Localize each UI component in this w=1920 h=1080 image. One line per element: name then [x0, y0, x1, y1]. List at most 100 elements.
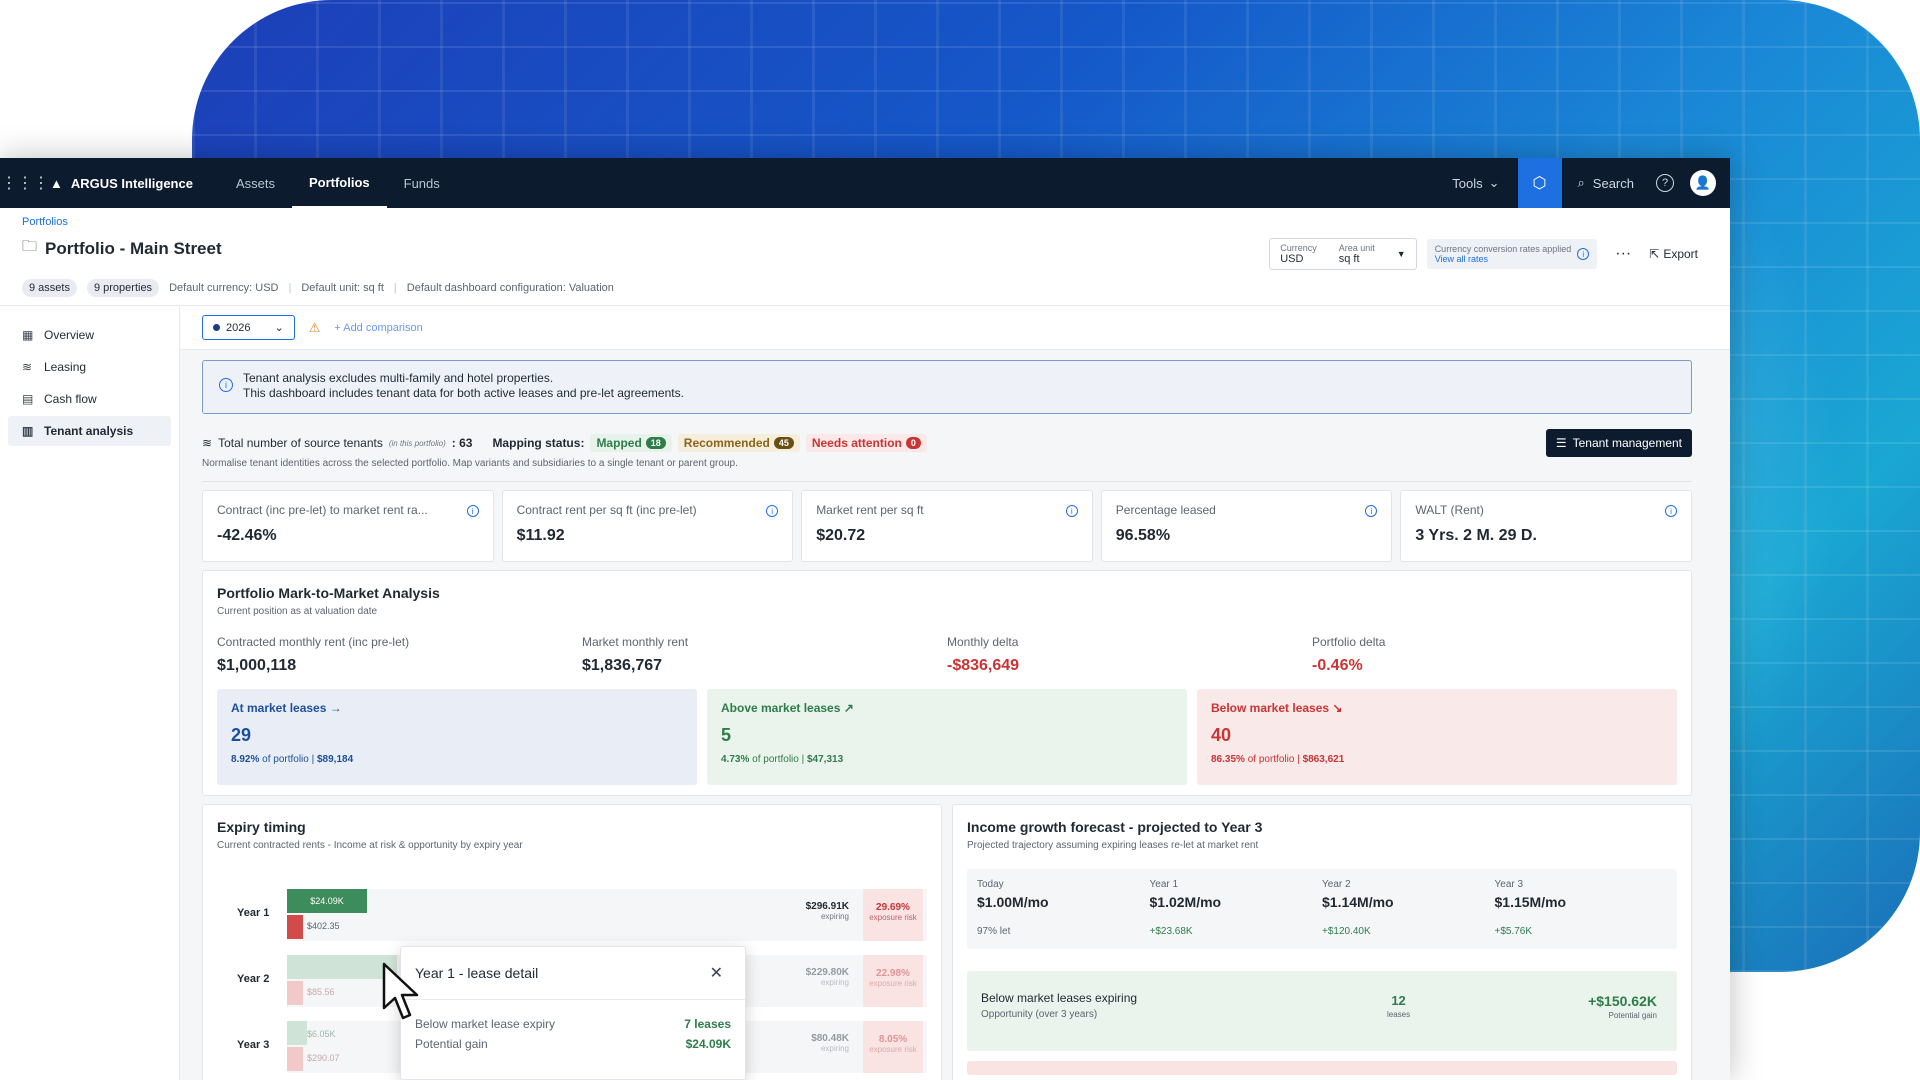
- export-button[interactable]: ⇱ Export: [1649, 247, 1698, 261]
- lease-boxes: At market leases → 29 8.92% of portfolio…: [217, 689, 1677, 785]
- below-market-box[interactable]: Below market leases ↘ 40 86.35% of portf…: [1197, 689, 1677, 785]
- loss-label: $290.07: [307, 1053, 340, 1063]
- box-count: 40: [1211, 725, 1232, 745]
- needs-attention-badge[interactable]: Needs attention 0: [805, 434, 927, 452]
- breadcrumb[interactable]: Portfolios: [22, 216, 68, 228]
- year-select[interactable]: 2026 ⌄: [202, 315, 295, 340]
- popup-row-value: 7 leases: [684, 1017, 731, 1031]
- info-icon[interactable]: i: [766, 505, 779, 517]
- stat-label: Market monthly rent: [582, 635, 689, 649]
- stack-icon: ≋: [202, 436, 213, 450]
- stat-value: $1,836,767: [582, 657, 663, 674]
- caret-down-icon: ▼: [1396, 249, 1406, 259]
- layers-icon: ≋: [22, 360, 33, 374]
- mtm-stat: Contracted monthly rent (inc pre-let) $1,…: [217, 635, 582, 675]
- table-icon: ▥: [22, 424, 34, 438]
- warning-icon[interactable]: ⚠: [308, 319, 321, 335]
- meta-row: 9 assets 9 properties Default currency: …: [22, 279, 1708, 297]
- above-market-box[interactable]: Above market leases ↗ 5 4.73% of portfol…: [707, 689, 1187, 785]
- risk-value: 8.05%: [878, 1034, 908, 1045]
- nav-funds[interactable]: Funds: [403, 175, 440, 191]
- sidebar-item-tenant-analysis[interactable]: ▥ Tenant analysis: [8, 416, 171, 446]
- opportunity-leases: 12 leases: [1387, 993, 1410, 1019]
- box-footer: 8.92% of portfolio | $89,184: [231, 754, 683, 765]
- area-label: Area unit: [1338, 243, 1375, 253]
- stat-label: Portfolio delta: [1312, 635, 1386, 649]
- card-title: Expiry timing: [217, 819, 306, 835]
- brand-name: ARGUS Intelligence: [70, 175, 193, 191]
- popup-row-value: $24.09K: [685, 1037, 731, 1051]
- kpi-value: -42.46%: [217, 527, 277, 544]
- header-actions: Currency USD Area unit sq ft ▼ Currency …: [1269, 238, 1698, 270]
- add-comparison-button[interactable]: + Add comparison: [334, 321, 423, 334]
- tools-label: Tools: [1452, 175, 1483, 191]
- currency-unit-selector[interactable]: Currency USD Area unit sq ft ▼: [1269, 238, 1417, 270]
- gain-bar: $24.09K: [287, 889, 367, 913]
- year-value: 2026: [226, 321, 251, 334]
- recommended-badge[interactable]: Recommended 45: [677, 434, 800, 452]
- avatar[interactable]: 👤: [1690, 170, 1716, 196]
- conversion-rates: Currency conversion rates applied View a…: [1426, 239, 1598, 269]
- box-amount: $863,621: [1302, 754, 1345, 765]
- lease-detail-popup: Year 1 - lease detail ✕ Below market lea…: [400, 946, 746, 1080]
- assets-pill[interactable]: 9 assets: [22, 279, 77, 297]
- tools-menu[interactable]: Tools ⌄: [1434, 175, 1517, 191]
- more-options-icon[interactable]: ···: [1615, 245, 1632, 262]
- card-title: Portfolio Mark-to-Market Analysis: [217, 585, 440, 601]
- exposure-risk: 22.98% exposure risk: [863, 955, 923, 1007]
- mapped-label: Mapped: [596, 436, 642, 450]
- box-footer: 4.73% of portfolio | $47,313: [721, 754, 1173, 765]
- expiring-label: expiring: [820, 912, 849, 921]
- info-icon: i: [219, 378, 233, 392]
- forecast-year-2: Year 2 $1.14M/mo +$120.40K: [1322, 879, 1495, 939]
- sidebar-item-cash-flow[interactable]: ▤ Cash flow: [8, 384, 171, 414]
- recommended-count: 45: [773, 437, 794, 449]
- popup-divider: [401, 999, 745, 1000]
- view-rates-link[interactable]: View all rates: [1434, 254, 1489, 264]
- kpi-value: $20.72: [816, 527, 866, 544]
- info-icon[interactable]: i: [466, 505, 479, 517]
- box-of: of portfolio |: [262, 754, 315, 765]
- mtm-stat: Portfolio delta -0.46%: [1312, 635, 1677, 675]
- help-icon[interactable]: ?: [1656, 174, 1674, 192]
- app-grid-icon[interactable]: ⋮⋮⋮: [1, 175, 49, 192]
- at-market-box[interactable]: At market leases → 29 8.92% of portfolio…: [217, 689, 697, 785]
- expiring-value: $296.91K: [805, 901, 849, 912]
- tenant-count-label: Total number of source tenants: [218, 436, 383, 450]
- expiring-value: $229.80K: [805, 967, 849, 978]
- mark-to-market-card: Portfolio Mark-to-Market Analysis Curren…: [202, 570, 1692, 796]
- kpi-value: 96.58%: [1115, 527, 1171, 544]
- close-icon[interactable]: ✕: [709, 965, 723, 982]
- forecast-value: $1.02M/mo: [1149, 894, 1222, 910]
- stat-value: -0.46%: [1312, 657, 1363, 674]
- nav-assets[interactable]: Assets: [235, 175, 275, 191]
- info-icon[interactable]: i: [1664, 505, 1677, 517]
- expiring-amount: $229.80K expiring: [777, 967, 849, 987]
- box-pct: 4.73%: [721, 754, 750, 765]
- properties-pill[interactable]: 9 properties: [86, 279, 160, 297]
- nav-portfolios[interactable]: Portfolios: [291, 158, 387, 208]
- tenant-management-button[interactable]: ☰ Tenant management: [1545, 429, 1692, 457]
- box-amount: $89,184: [317, 754, 354, 765]
- opportunity-box[interactable]: Below market leases expiring Opportunity…: [967, 971, 1677, 1051]
- area-value: sq ft: [1338, 253, 1360, 265]
- info-icon[interactable]: i: [1577, 248, 1590, 260]
- info-icon[interactable]: i: [1065, 505, 1078, 517]
- sidebar-item-label: Leasing: [44, 360, 87, 374]
- info-icon[interactable]: i: [1365, 505, 1378, 517]
- forecast-value: $1.14M/mo: [1322, 894, 1394, 910]
- sidebar-item-overview[interactable]: ▦ Overview: [8, 320, 171, 350]
- mtm-stats: Contracted monthly rent (inc pre-let) $1,…: [217, 635, 1677, 675]
- brand[interactable]: ▲ ARGUS Intelligence: [50, 176, 193, 191]
- app-window: ⋮⋮⋮ ▲ ARGUS Intelligence Assets Portfoli…: [0, 158, 1730, 1080]
- mapped-badge[interactable]: Mapped 18: [590, 434, 672, 452]
- tenant-summary-row: ≋ Total number of source tenants (in thi…: [202, 429, 1692, 457]
- main-content: 2026 ⌄ ⚠ + Add comparison i Tenant analy…: [180, 306, 1730, 1080]
- expiry-row[interactable]: Year 1 $24.09K $402.35 $296.91K expiring …: [217, 889, 929, 941]
- currency-field: Currency USD: [1280, 243, 1317, 265]
- stat-value: -$836,649: [947, 657, 1020, 674]
- kpi-card: Contract (inc pre-let) to market rent ra…: [202, 490, 494, 562]
- sidebar-item-leasing[interactable]: ≋ Leasing: [8, 352, 171, 382]
- cube-icon[interactable]: ⬡: [1517, 158, 1562, 208]
- search-button[interactable]: ⌕ Search: [1562, 175, 1656, 191]
